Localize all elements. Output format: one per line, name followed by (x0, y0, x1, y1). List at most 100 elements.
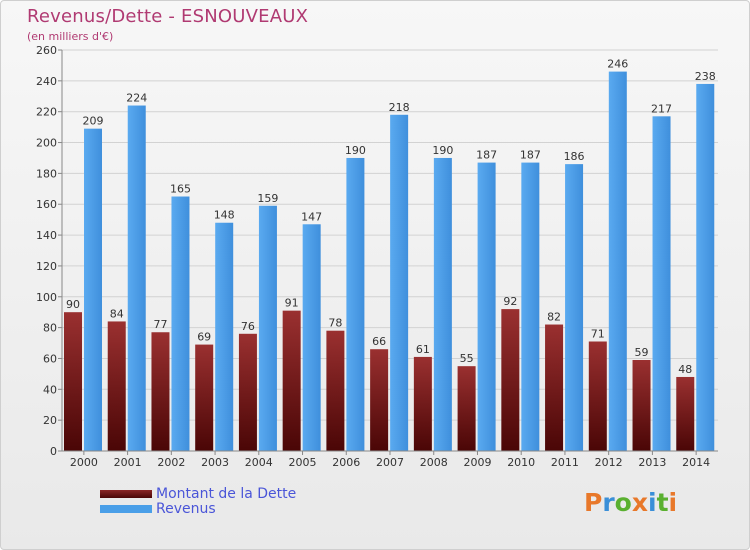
data-label-debt: 78 (328, 317, 342, 330)
data-label-debt: 69 (197, 331, 211, 344)
data-label-debt: 82 (547, 311, 561, 324)
x-tick-label: 2007 (376, 456, 404, 469)
bar-revenus (696, 83, 715, 451)
bar-debt (676, 376, 695, 451)
x-tick-label: 2000 (70, 456, 98, 469)
data-label-revenus: 217 (651, 102, 672, 115)
data-label-revenus: 246 (607, 58, 628, 71)
data-label-debt: 71 (591, 327, 605, 340)
legend-item-revenus: Revenus (100, 500, 296, 517)
y-tick-label: 200 (36, 137, 57, 150)
data-label-debt: 92 (503, 295, 517, 308)
bar-debt (545, 324, 564, 451)
bar-revenus (477, 162, 496, 452)
y-tick-label: 20 (43, 414, 57, 427)
bar-debt (282, 310, 301, 451)
data-label-revenus: 238 (695, 70, 716, 83)
bar-revenus (652, 116, 671, 452)
legend-swatch-revenus (100, 504, 152, 513)
y-tick-label: 160 (36, 198, 57, 211)
data-label-debt: 84 (110, 307, 124, 320)
data-label-revenus: 187 (520, 149, 541, 162)
x-tick-label: 2010 (507, 456, 535, 469)
proxiti-logo: Proxiti (584, 488, 678, 517)
x-tick-label: 2009 (463, 456, 491, 469)
bar-debt (632, 360, 651, 451)
y-tick-label: 100 (36, 291, 57, 304)
legend-label-revenus: Revenus (156, 500, 216, 517)
data-label-debt: 48 (678, 363, 692, 376)
data-label-debt: 59 (635, 346, 649, 359)
data-label-revenus: 159 (257, 192, 278, 205)
bar-revenus (215, 222, 234, 451)
bar-debt (501, 309, 520, 451)
x-tick-label: 2014 (682, 456, 710, 469)
x-tick-label: 2012 (595, 456, 623, 469)
bar-revenus (84, 128, 102, 451)
chart-subtitle: (en milliers d'€) (27, 30, 114, 43)
bar-debt (151, 332, 170, 451)
y-tick-label: 40 (43, 383, 57, 396)
x-tick-label: 2011 (551, 456, 579, 469)
data-label-revenus: 148 (214, 209, 235, 222)
bar-debt (107, 321, 126, 451)
y-tick-label: 140 (36, 229, 57, 242)
bar-revenus (302, 224, 321, 451)
data-label-revenus: 224 (126, 92, 147, 105)
data-label-debt: 61 (416, 343, 430, 356)
data-label-debt: 66 (372, 335, 386, 348)
y-tick-label: 260 (36, 44, 57, 57)
y-tick-label: 220 (36, 106, 57, 119)
data-label-revenus: 187 (476, 149, 497, 162)
y-tick-label: 80 (43, 322, 57, 335)
data-label-revenus: 218 (389, 101, 410, 114)
bar-revenus (127, 105, 146, 452)
bar-revenus (258, 205, 277, 451)
x-tick-label: 2004 (245, 456, 273, 469)
x-tick-label: 2003 (201, 456, 229, 469)
x-tick-label: 2005 (289, 456, 317, 469)
data-label-debt: 76 (241, 320, 255, 333)
bar-revenus (521, 162, 540, 452)
bar-revenus (346, 157, 365, 451)
x-tick-label: 2008 (420, 456, 448, 469)
bar-debt (370, 349, 389, 451)
bar-debt (195, 344, 214, 451)
data-label-debt: 77 (153, 318, 167, 331)
data-label-debt: 55 (460, 352, 474, 365)
bar-debt (238, 333, 257, 451)
bar-revenus (433, 157, 452, 451)
x-tick-label: 2001 (114, 456, 142, 469)
data-label-revenus: 190 (345, 144, 366, 157)
data-label-revenus: 147 (301, 210, 322, 223)
bar-debt (413, 356, 432, 451)
y-tick-label: 240 (36, 75, 57, 88)
chart-title: Revenus/Dette - ESNOUVEAUX (27, 6, 309, 27)
y-tick-label: 180 (36, 167, 57, 180)
bar-debt (588, 341, 607, 451)
chart-legend: Montant de la Dette Revenus (100, 485, 297, 517)
legend-item-debt: Montant de la Dette (100, 485, 297, 502)
legend-label-debt: Montant de la Dette (156, 485, 297, 502)
bar-revenus (171, 196, 190, 451)
bar-debt (457, 366, 476, 451)
legend-swatch-debt (100, 489, 152, 498)
data-label-revenus: 186 (564, 150, 585, 163)
bar-revenus (608, 71, 627, 451)
y-tick-label: 60 (43, 352, 57, 365)
y-tick-label: 0 (50, 445, 57, 458)
data-label-revenus: 190 (432, 144, 453, 157)
bar-revenus (390, 114, 409, 452)
data-label-revenus: 209 (83, 115, 104, 128)
x-tick-label: 2013 (638, 456, 666, 469)
bar-debt (326, 330, 345, 451)
bar-revenus (565, 164, 584, 451)
data-label-debt: 90 (66, 298, 80, 311)
data-label-revenus: 165 (170, 183, 191, 196)
y-tick-label: 120 (36, 260, 57, 273)
data-label-debt: 91 (285, 297, 299, 310)
x-tick-label: 2006 (332, 456, 360, 469)
bar-debt (64, 312, 82, 451)
x-tick-label: 2002 (157, 456, 185, 469)
